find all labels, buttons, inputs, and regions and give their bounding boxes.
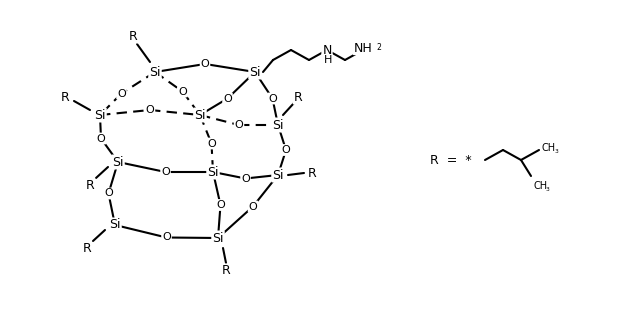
Text: Si: Si	[272, 169, 284, 181]
Text: O: O	[207, 139, 216, 148]
Text: O: O	[178, 86, 187, 97]
Text: CH: CH	[542, 143, 556, 153]
Text: $_3$: $_3$	[554, 147, 559, 156]
Text: Si: Si	[195, 108, 205, 122]
Text: Si: Si	[149, 66, 161, 78]
Text: O: O	[223, 93, 232, 103]
Text: O: O	[104, 188, 113, 198]
Text: O: O	[241, 173, 250, 183]
Text: R: R	[221, 265, 230, 277]
Text: Si: Si	[112, 156, 124, 169]
Text: O: O	[162, 233, 171, 243]
Text: $_2$: $_2$	[376, 42, 382, 54]
Text: CH: CH	[533, 181, 547, 191]
Text: O: O	[268, 93, 277, 103]
Text: N: N	[323, 44, 332, 57]
Text: O: O	[216, 200, 225, 210]
Text: O: O	[282, 145, 291, 155]
Text: R  =  *: R = *	[430, 154, 472, 166]
Text: $_3$: $_3$	[545, 185, 550, 194]
Text: O: O	[117, 89, 126, 99]
Text: O: O	[248, 202, 257, 212]
Text: O: O	[235, 120, 243, 130]
Text: R: R	[86, 179, 94, 191]
Text: H: H	[324, 55, 332, 65]
Text: O: O	[161, 167, 170, 177]
Text: Si: Si	[272, 118, 284, 132]
Text: R: R	[294, 91, 302, 103]
Text: R: R	[308, 166, 316, 180]
Text: O: O	[97, 133, 106, 143]
Text: Si: Si	[249, 66, 260, 78]
Text: NH: NH	[354, 42, 372, 54]
Text: R: R	[129, 29, 138, 43]
Text: O: O	[200, 59, 209, 69]
Text: Si: Si	[207, 165, 219, 179]
Text: O: O	[146, 105, 154, 115]
Text: Si: Si	[94, 108, 106, 122]
Text: Si: Si	[212, 231, 224, 244]
Text: R: R	[83, 243, 92, 255]
Text: R: R	[61, 91, 69, 103]
Text: Si: Si	[109, 219, 121, 231]
